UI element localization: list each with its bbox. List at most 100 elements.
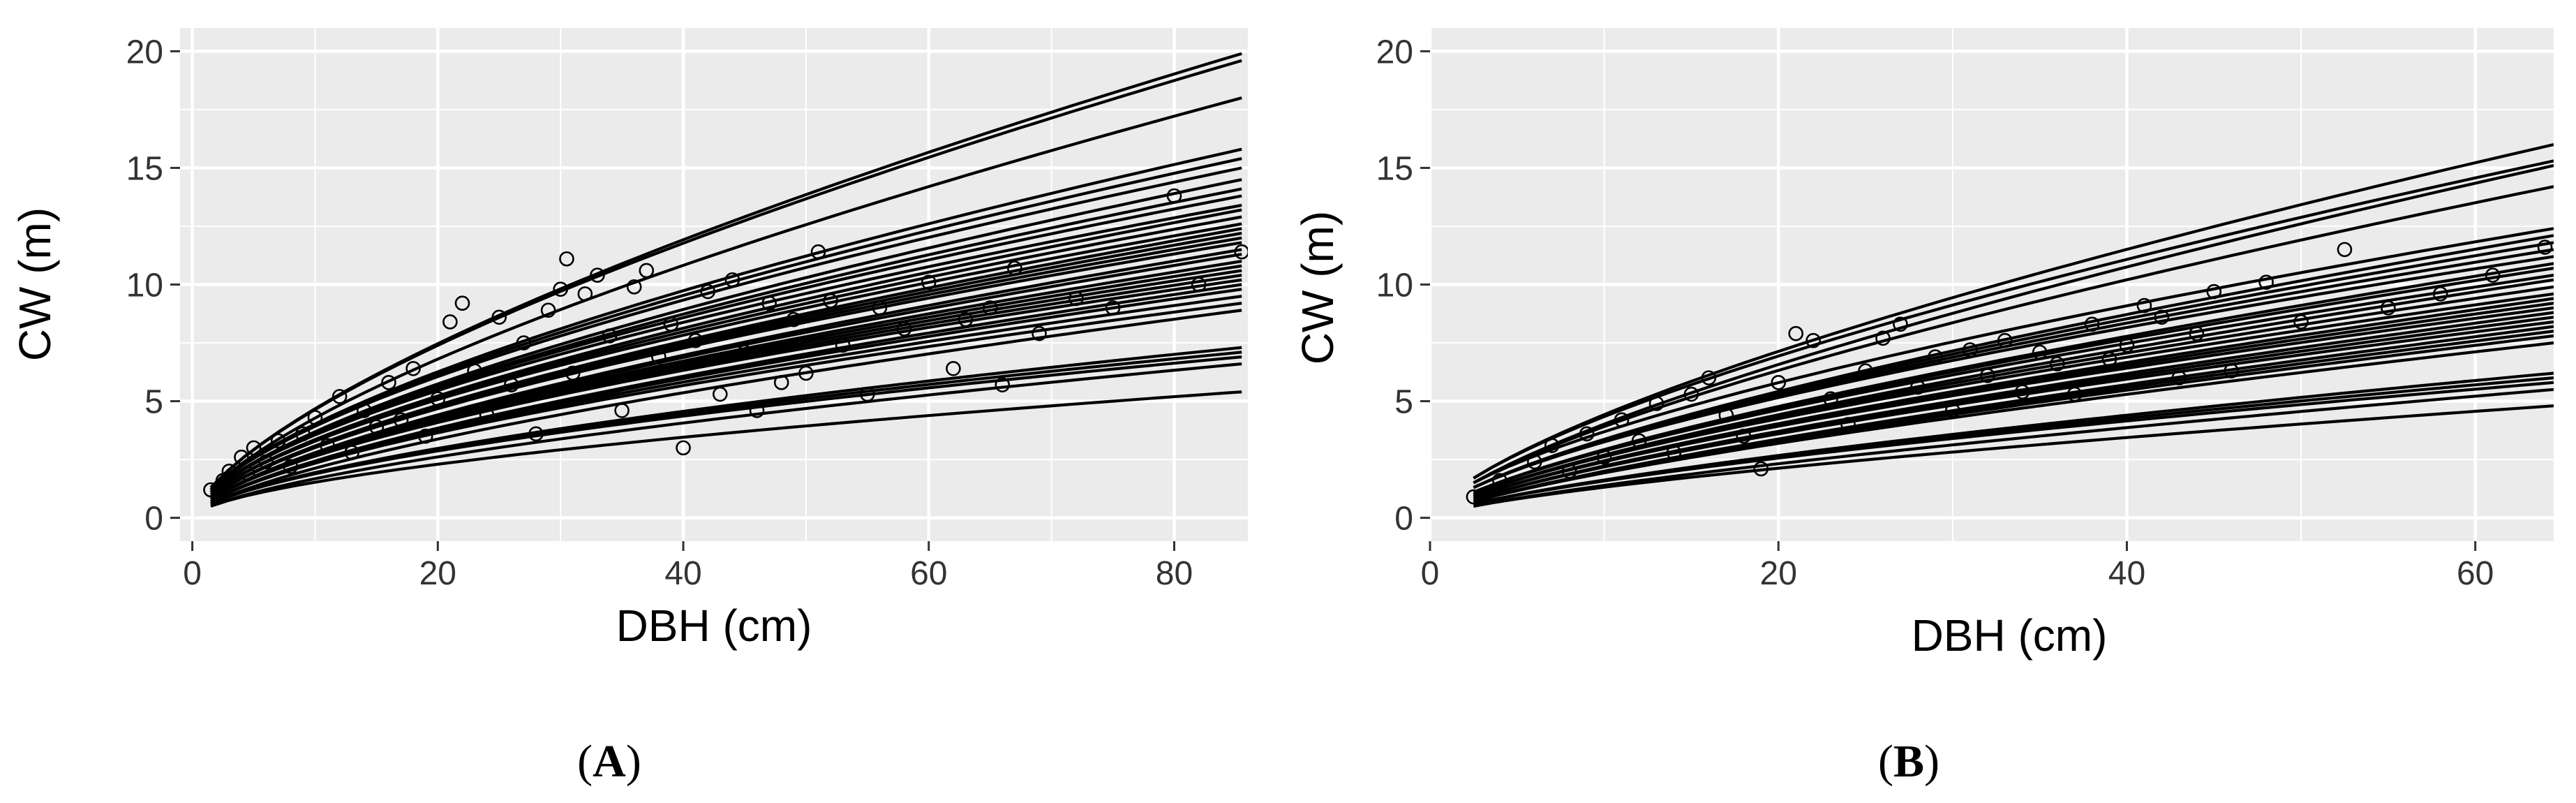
fitted-curve [209,59,1242,489]
data-point [2084,316,2100,332]
x-tick-label: 40 [2108,555,2145,592]
data-point [1579,426,1595,442]
data-point [393,412,409,428]
panel-label-letter: B [1893,736,1924,787]
data-point [1736,428,1752,444]
data-point [639,263,655,279]
data-point [442,314,458,330]
fitted-curve [1473,255,2554,489]
data-point [1191,277,1207,293]
y-axis-title: CW (m) [10,207,60,361]
panel-b: 0 20 40 60 0 5 10 15 20 DBH (cm) CW (m) (B) [1293,28,2554,787]
fitted-curve [209,278,1242,501]
data-point [356,403,372,418]
fitted-curve [1473,404,2554,508]
data-point [2032,344,2048,360]
data-point [687,332,703,348]
fitted-curve [209,166,1242,492]
x-tick-label: 40 [664,555,701,592]
data-point [2014,384,2030,399]
data-point [1806,332,1821,348]
fitted-curve [1473,306,2554,499]
y-tick-label: 10 [126,267,163,304]
data-point [2136,297,2152,314]
data-point [2119,337,2135,353]
data-point [307,410,323,425]
data-point [761,295,777,311]
data-point [1648,396,1665,411]
data-point [810,244,826,260]
data-point [504,377,519,392]
data-point [1840,417,1856,432]
fitted-curve [1473,164,2554,485]
data-point [749,403,765,418]
plot-marks [1466,142,2554,508]
fitted-curve [210,355,1242,506]
fitted-curve [210,302,1242,503]
fitted-curve [210,309,1242,506]
data-point [835,337,851,353]
data-point [1945,403,1960,418]
fitted-curve [209,178,1242,494]
data-point [2049,356,2065,371]
fitted-curve [209,203,1242,494]
x-tick-label: 20 [1760,555,1797,592]
data-point [2537,240,2553,255]
data-point [1166,188,1182,204]
data-point [773,375,789,390]
data-point [1910,379,1926,395]
data-point [234,449,249,465]
data-point [1701,370,1717,385]
y-axis-title: CW (m) [1293,211,1343,364]
data-point [2337,242,2353,258]
panel-label-close-paren: ) [1924,736,1940,787]
data-point [2101,351,2117,367]
data-point [614,403,630,418]
panel-label-open-paren: ( [1878,736,1893,787]
y-tick-label: 20 [126,34,163,71]
data-point [332,389,348,404]
data-point [1526,454,1542,470]
data-point [283,459,299,474]
data-point [246,440,262,456]
data-point [295,426,311,442]
data-point [2258,274,2274,290]
data-point [651,349,667,364]
x-axis-title: DBH (cm) [1912,610,2108,661]
data-point [958,311,974,327]
data-point [995,377,1011,392]
x-tick-label: 80 [1156,555,1193,592]
data-point [1032,325,1047,341]
data-point [1007,260,1022,276]
data-point [2189,325,2205,341]
data-point [663,316,679,332]
fitted-curve [209,194,1242,494]
data-point [2067,386,2083,402]
fitted-curve [1473,292,2554,496]
data-point [1928,349,1943,364]
data-point [1666,445,1682,460]
data-point [430,391,446,407]
data-point [1631,433,1647,449]
data-point [368,419,385,435]
x-tick-label: 0 [1421,555,1440,592]
data-point [1962,342,1978,358]
data-point [1823,391,1838,407]
x-tick-label: 0 [183,555,202,592]
data-point [2206,283,2222,300]
panel-label-close-paren: ) [626,736,641,787]
plot-marks [203,52,1248,508]
data-point [467,363,482,378]
data-point [700,283,716,300]
data-point [896,321,912,337]
data-point [1596,449,1612,465]
data-point [602,328,618,344]
data-point [528,426,544,442]
data-point [2293,314,2309,330]
y-tick-label: 20 [1376,34,1413,71]
fitted-curve [1473,142,2554,480]
data-point [1614,412,1630,428]
data-point [590,267,605,283]
data-point [786,311,802,327]
data-point [2154,309,2170,325]
